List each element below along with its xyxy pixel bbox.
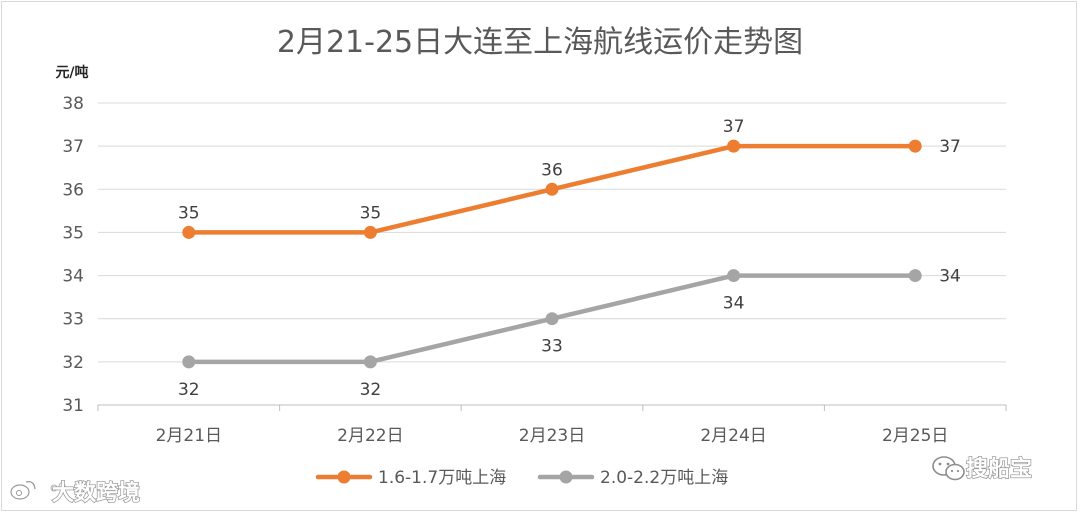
legend-marker bbox=[559, 470, 573, 484]
data-point bbox=[908, 139, 922, 153]
y-tick-label: 33 bbox=[62, 310, 84, 330]
x-tick-label: 2月25日 bbox=[882, 426, 948, 446]
y-tick-label: 31 bbox=[62, 396, 84, 416]
data-point bbox=[363, 225, 377, 239]
y-tick-label: 34 bbox=[62, 267, 84, 287]
data-labels: 35 35 36 37 37 32 32 33 34 34 bbox=[178, 117, 961, 400]
legend-marker bbox=[337, 470, 351, 484]
data-point bbox=[545, 182, 559, 196]
legend-label: 2.0-2.2万吨上海 bbox=[600, 468, 728, 488]
watermark-right-text: 搜船宝 bbox=[966, 456, 1032, 482]
data-label: 37 bbox=[939, 137, 961, 157]
data-label: 34 bbox=[723, 294, 745, 314]
data-label: 32 bbox=[178, 380, 200, 400]
data-point bbox=[908, 269, 922, 283]
y-tick-label: 36 bbox=[62, 180, 84, 200]
data-point bbox=[727, 269, 741, 283]
x-tick-label: 2月23日 bbox=[519, 426, 585, 446]
data-label: 35 bbox=[178, 203, 200, 223]
data-point bbox=[727, 139, 741, 153]
data-label: 34 bbox=[939, 267, 961, 287]
data-label: 33 bbox=[541, 337, 563, 357]
data-label: 35 bbox=[360, 203, 382, 223]
axes: 31 32 33 34 35 36 37 38 2月21日 2月22日 2月23日 2月24日 2月25… bbox=[62, 94, 1007, 446]
data-label: 37 bbox=[723, 117, 745, 137]
legend-label: 1.6-1.7万吨上海 bbox=[378, 468, 506, 488]
y-tick-label: 32 bbox=[62, 353, 84, 373]
data-label: 32 bbox=[360, 380, 382, 400]
y-tick-label: 35 bbox=[62, 223, 84, 243]
chart-title: 2月21-25日大连至上海航线运价走势图 bbox=[277, 25, 803, 60]
wechat-icon bbox=[932, 456, 965, 481]
data-point bbox=[182, 225, 196, 239]
y-axis-unit-label: 元/吨 bbox=[55, 64, 88, 81]
x-tick-label: 2月24日 bbox=[700, 426, 766, 446]
weibo-icon bbox=[9, 481, 66, 501]
series-lines bbox=[182, 139, 922, 369]
y-tick-label: 38 bbox=[62, 94, 84, 114]
data-point bbox=[182, 355, 196, 369]
data-label: 36 bbox=[541, 160, 563, 180]
x-tick-label: 2月22日 bbox=[337, 426, 403, 446]
watermarks: 大数跨境 搜船宝 bbox=[9, 455, 1033, 507]
x-tick-label: 2月21日 bbox=[156, 426, 222, 446]
legend: 1.6-1.7万吨上海 2.0-2.2万吨上海 bbox=[315, 468, 728, 488]
data-point bbox=[363, 355, 377, 369]
watermark-left-text: 大数跨境 bbox=[52, 480, 140, 506]
y-tick-label: 37 bbox=[62, 137, 84, 157]
data-point bbox=[545, 312, 559, 326]
